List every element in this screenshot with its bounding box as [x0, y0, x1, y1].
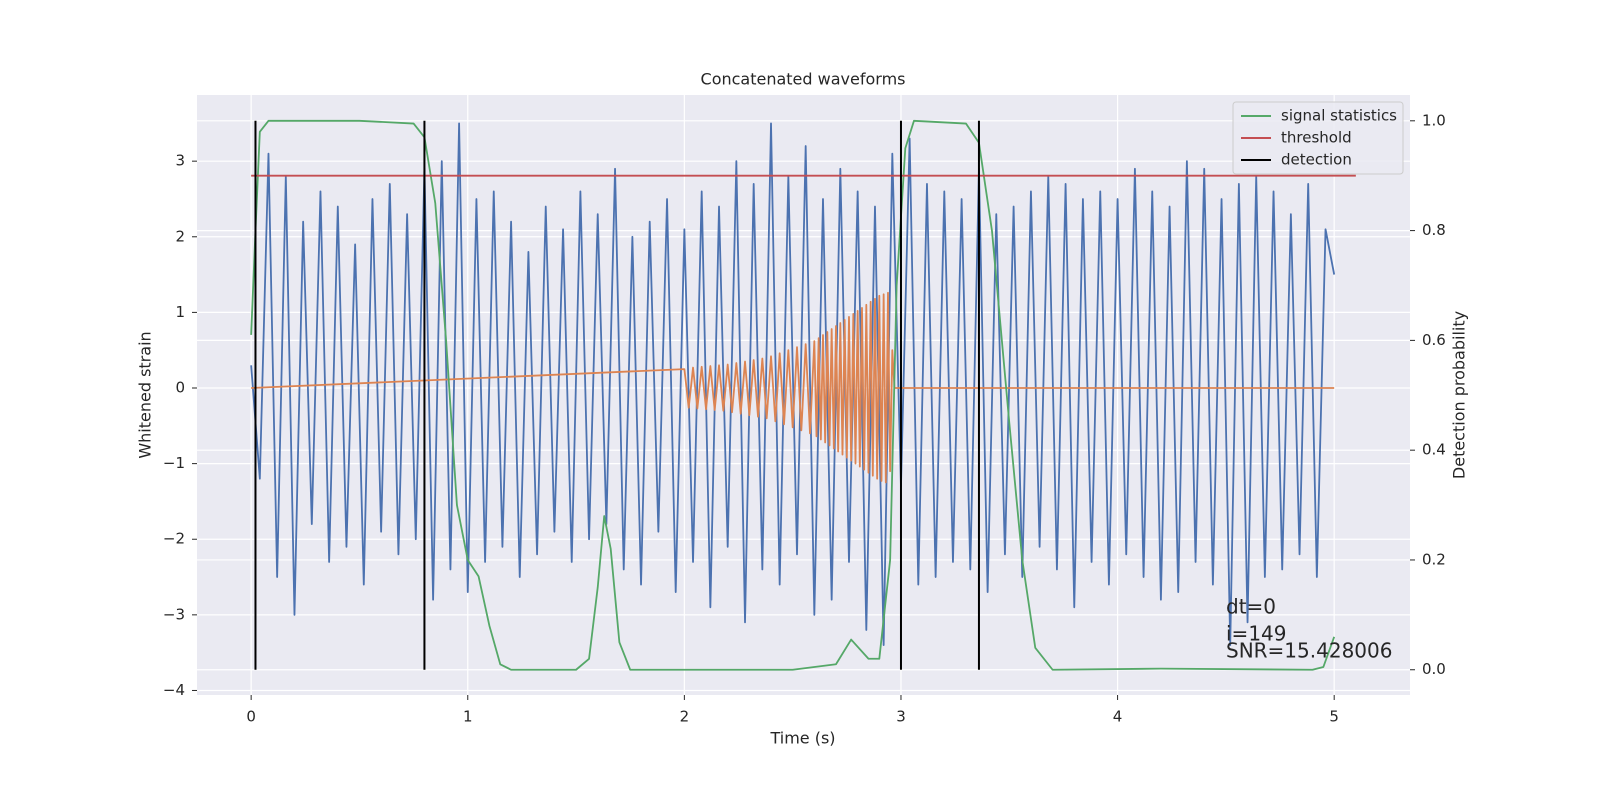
x-tick-label: 1 [463, 708, 473, 726]
legend-label: detection [1281, 151, 1352, 169]
series-line [250, 122, 1336, 646]
legend-label: threshold [1281, 129, 1352, 147]
y-tick-label: 0 [175, 379, 185, 397]
y2-tick-label: 0.4 [1422, 441, 1446, 459]
y2-tick-label: 0.6 [1422, 331, 1446, 349]
y2-tick-label: 1.0 [1422, 111, 1446, 129]
y-tick-label: −2 [163, 530, 185, 548]
y-tick-label: 3 [175, 152, 185, 170]
series-line [251, 291, 1335, 484]
chart-title: Concatenated waveforms [701, 70, 906, 89]
y-tick-label: 1 [175, 303, 185, 321]
legend-label: signal statistics [1281, 107, 1397, 125]
y-tick-label: −3 [163, 605, 185, 623]
legend-box [1232, 101, 1404, 175]
y-tick-label: −4 [163, 681, 185, 699]
x-tick-label: 3 [896, 708, 906, 726]
y2-tick-label: 0.0 [1422, 660, 1446, 678]
y-tick-label: −1 [163, 454, 185, 472]
x-tick-label: 5 [1329, 708, 1339, 726]
y2-axis-label: Detection probability [1450, 311, 1469, 479]
legend: signal statistics threshold detection [1232, 101, 1404, 175]
y-axis-label: Whitened strain [136, 331, 155, 458]
annotation: i=149 [1226, 622, 1287, 646]
x-tick-label: 0 [246, 708, 256, 726]
x-tick-label: 4 [1113, 708, 1123, 726]
series-line [250, 119, 1336, 671]
y2-tick-label: 0.8 [1422, 221, 1446, 239]
x-tick-label: 2 [680, 708, 690, 726]
annotation: dt=0 [1226, 595, 1276, 619]
y2-tick-label: 0.2 [1422, 550, 1446, 568]
x-axis-label: Time (s) [769, 729, 835, 748]
annotation: SNR=15.428006 [1226, 639, 1392, 663]
y-tick-label: 2 [175, 227, 185, 245]
